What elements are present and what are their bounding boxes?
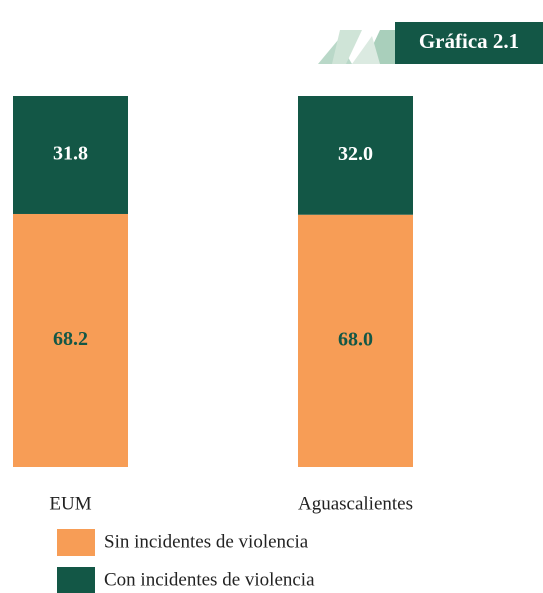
x-tick-label: EUM [49, 493, 91, 514]
data-label: 31.8 [53, 143, 88, 165]
bar-segment [13, 213, 128, 467]
legend-swatch [57, 567, 95, 593]
data-label: 68.0 [338, 328, 373, 350]
bar-segment [298, 96, 413, 215]
bar-segment [13, 96, 128, 214]
data-label: 68.2 [53, 328, 88, 350]
legend-swatch [57, 529, 95, 556]
x-tick-label: Aguascalientes [298, 493, 413, 514]
chart-title: Gráfica 2.1 [419, 29, 519, 53]
legend-label: Con incidentes de violencia [104, 569, 315, 590]
data-label: 32.0 [338, 143, 373, 165]
title-badge [395, 22, 543, 64]
bar-segment [298, 214, 413, 467]
badge-decoration [318, 30, 395, 64]
legend-label: Sin incidentes de violencia [104, 531, 309, 552]
